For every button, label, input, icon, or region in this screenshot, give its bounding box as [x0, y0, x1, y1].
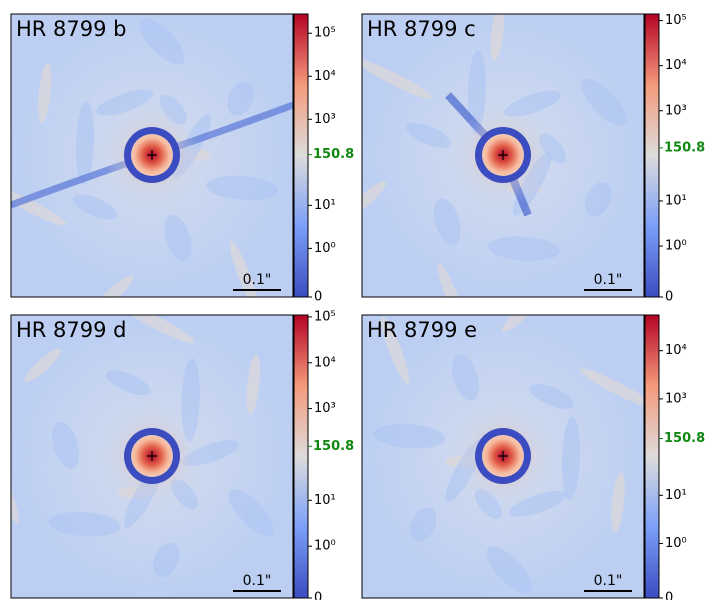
speckle — [406, 122, 451, 148]
frame — [361, 314, 645, 599]
panel: HR 8799 b 0.1" 0 10⁰ 10¹ 10³ 10⁴ 10⁵ 150.8 — [10, 13, 354, 305]
panel-title: HR 8799 e — [367, 318, 477, 342]
panel: HR 8799 c 0.1" 0 10⁰ 10¹ 10³ 10⁴ 10⁵ 150.8 — [361, 13, 705, 305]
frame — [10, 314, 294, 599]
speckle — [96, 89, 154, 116]
speckle — [585, 182, 612, 217]
star-cross — [498, 451, 508, 461]
colorbar — [293, 13, 309, 298]
speckle — [486, 546, 532, 593]
frame — [10, 13, 294, 298]
marker-label: 150.8 — [313, 439, 354, 454]
speckle — [581, 78, 627, 126]
colorbar-tick-label: 0 — [314, 290, 322, 305]
speckle — [508, 491, 566, 517]
colorbar — [644, 13, 660, 298]
speckle — [153, 542, 180, 578]
colorbar-tick-label: 10⁰ — [314, 241, 336, 256]
panel-title: HR 8799 c — [367, 17, 476, 41]
scale-bar-label: 0.1" — [243, 272, 272, 288]
panel-title: HR 8799 d — [16, 318, 127, 342]
speckle — [164, 214, 192, 262]
colorbar-tick-label: 10³ — [314, 401, 336, 416]
speckle — [105, 370, 151, 396]
speckle — [38, 62, 52, 123]
speckle — [611, 472, 625, 533]
panel: HR 8799 e 0.1" 0 10⁰ 10¹ 10³ 10⁴ 150.8 — [361, 314, 705, 600]
speckle — [488, 236, 560, 261]
marker-label: 150.8 — [664, 140, 705, 155]
speckle — [381, 316, 410, 384]
speckle — [11, 185, 67, 226]
speckle — [452, 354, 479, 401]
speckle — [139, 18, 185, 65]
colorbar-tick-label: 10³ — [665, 391, 687, 406]
colorbar-tick-label: 10⁰ — [665, 239, 687, 254]
speckle — [75, 101, 95, 186]
image — [11, 315, 274, 578]
image — [373, 315, 644, 593]
speckle — [24, 348, 61, 383]
colorbar-tick-label: 0 — [665, 591, 673, 600]
speckle — [72, 194, 118, 220]
speckle — [119, 315, 195, 343]
speckle — [227, 81, 254, 116]
speckle — [11, 455, 19, 524]
colorbar-tick-label: 10⁰ — [665, 536, 687, 551]
speckle — [96, 275, 134, 297]
speckle — [580, 368, 644, 409]
marker-label: 150.8 — [664, 431, 705, 446]
star-cross — [147, 150, 157, 160]
colorbar-tick-label: 10⁵ — [314, 26, 336, 41]
colorbar-tick-label: 0 — [314, 591, 322, 600]
colorbar-tick-label: 10¹ — [665, 193, 687, 208]
scale-bar-label: 0.1" — [594, 272, 623, 288]
speckle — [409, 507, 437, 542]
colorbar-tick-label: 10⁴ — [665, 58, 687, 73]
scale-bar-label: 0.1" — [594, 573, 623, 589]
speckle — [433, 198, 461, 245]
speckle — [529, 383, 575, 410]
colorbar-tick-label: 10³ — [314, 112, 336, 127]
speckle — [48, 512, 121, 537]
colorbar-tick-label: 10⁵ — [314, 309, 336, 324]
speckle — [206, 175, 279, 201]
colorbar-tick-label: 10⁴ — [314, 69, 336, 84]
image — [362, 14, 627, 297]
colorbar — [644, 314, 660, 599]
speckle — [228, 489, 274, 536]
colorbar-tick-label: 10⁰ — [314, 539, 336, 554]
colorbar-tick-label: 0 — [665, 290, 673, 305]
colorbar-tick-label: 10⁵ — [665, 13, 687, 28]
frame — [361, 13, 645, 298]
speckle — [246, 354, 260, 415]
colorbar-tick-label: 10¹ — [665, 488, 687, 503]
colorbar-tick-label: 10⁴ — [314, 355, 336, 370]
speckle — [490, 14, 505, 61]
speckle — [373, 423, 446, 449]
speckle — [362, 59, 432, 99]
speckle — [229, 241, 258, 297]
panel: HR 8799 d 0.1" 0 10⁰ 10¹ 10³ 10⁴ 10⁵ 150.8 — [10, 309, 354, 600]
scale-bar-label: 0.1" — [243, 573, 272, 589]
colorbar — [293, 314, 309, 599]
speckle — [52, 421, 80, 469]
speckle — [561, 416, 581, 501]
panel-title: HR 8799 b — [16, 17, 127, 41]
speckle — [362, 181, 386, 215]
speckle — [437, 263, 466, 297]
colorbar-tick-label: 10³ — [665, 103, 687, 118]
image — [11, 18, 293, 297]
colorbar-tick-label: 10¹ — [314, 493, 336, 508]
star-cross — [147, 451, 157, 461]
marker-label: 150.8 — [313, 147, 354, 162]
colorbar-tick-label: 10⁴ — [665, 343, 687, 358]
colorbar-tick-label: 10¹ — [314, 198, 336, 213]
star-cross — [498, 150, 508, 160]
